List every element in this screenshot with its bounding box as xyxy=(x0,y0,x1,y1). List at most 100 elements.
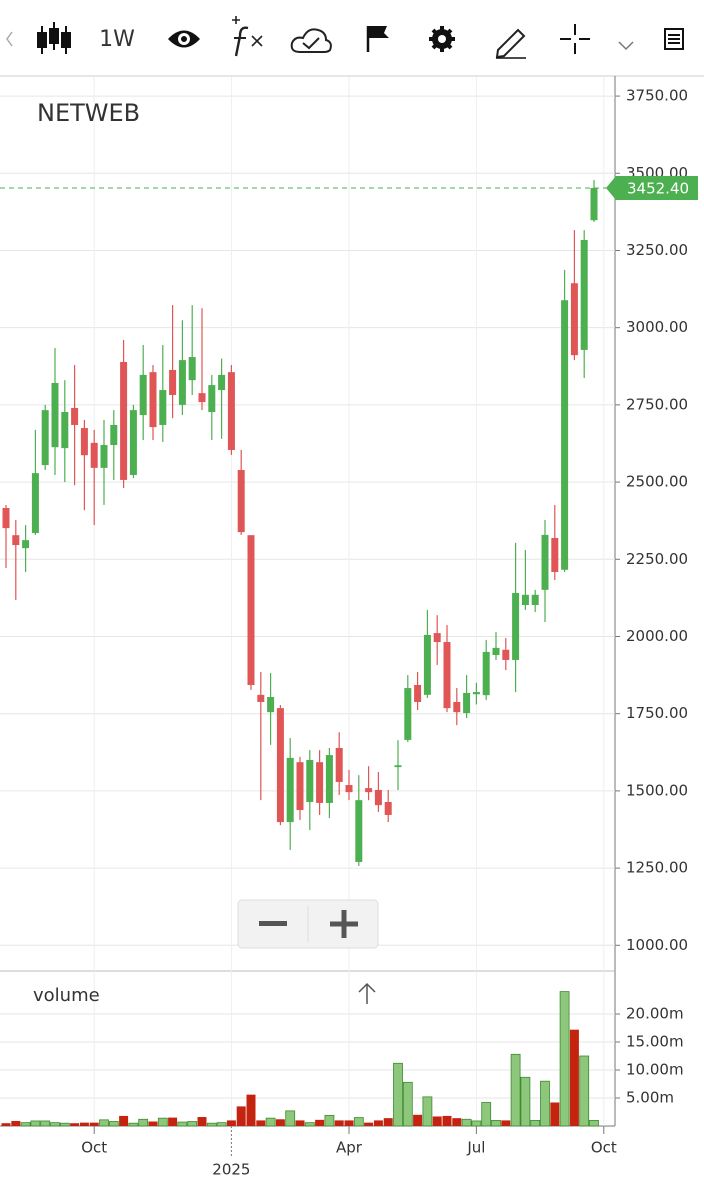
candle-body xyxy=(423,634,431,695)
candle-body xyxy=(384,802,392,815)
last-price-tag xyxy=(606,175,698,200)
candle-body xyxy=(316,762,324,803)
volume-bar xyxy=(540,1080,550,1127)
volume-bar xyxy=(491,1120,501,1127)
volume-bar xyxy=(422,1096,433,1127)
y-tick-label: 2500.00 xyxy=(626,473,688,491)
candle-body xyxy=(218,374,226,391)
zoom-in-button[interactable] xyxy=(330,910,358,938)
candle-body xyxy=(492,647,500,656)
interval-button[interactable]: 1W xyxy=(99,27,135,52)
volume-bar xyxy=(461,1118,472,1127)
x-tick-label: Oct xyxy=(81,1139,107,1157)
volume-bar xyxy=(334,1120,344,1126)
candle-body xyxy=(374,789,382,806)
candle-body xyxy=(306,760,314,803)
candle-body xyxy=(414,684,422,702)
indicator-button[interactable] xyxy=(232,16,263,57)
candle-body xyxy=(365,788,373,793)
volume-bar xyxy=(442,1115,452,1126)
candle-body xyxy=(41,410,49,466)
menu-button[interactable] xyxy=(664,28,684,50)
candle-body xyxy=(453,701,461,713)
candle-body xyxy=(120,361,128,480)
y-tick-label: 1000.00 xyxy=(626,936,688,954)
y-tick-label: 2000.00 xyxy=(626,627,688,645)
volume-bar xyxy=(99,1119,109,1127)
candle-body xyxy=(208,385,216,412)
volume-bar xyxy=(432,1116,442,1126)
draw-button[interactable] xyxy=(495,28,526,59)
y-tick-label: 5.00m xyxy=(626,1089,674,1107)
volume-bar xyxy=(344,1120,354,1126)
expand-volume-button[interactable] xyxy=(358,982,376,1004)
volume-bar xyxy=(79,1122,89,1126)
candle-body xyxy=(110,424,118,446)
volume-bar xyxy=(402,1081,413,1127)
volume-bar xyxy=(353,1117,364,1127)
volume-bar xyxy=(559,991,570,1127)
candle-body xyxy=(433,633,441,643)
volume-bar xyxy=(11,1120,21,1126)
volume-bar xyxy=(589,1120,599,1127)
x-tick-label: Oct xyxy=(591,1139,617,1157)
x-tick-label: 2025 xyxy=(212,1161,250,1179)
toolbar: 1W xyxy=(6,16,684,59)
volume-bar xyxy=(510,1053,521,1127)
candle-body xyxy=(335,747,343,782)
more-button[interactable] xyxy=(618,41,634,51)
volume-bar xyxy=(30,1120,41,1127)
candle-body xyxy=(169,369,177,395)
candle-body xyxy=(100,445,108,468)
volume-bar xyxy=(40,1120,51,1127)
volume-label: volume xyxy=(33,985,100,1006)
volume-bar xyxy=(168,1117,178,1126)
volume-bar xyxy=(579,1055,590,1127)
volume-bar xyxy=(89,1122,99,1126)
scroll-left[interactable] xyxy=(6,31,13,47)
volume-bar xyxy=(452,1118,462,1126)
y-tick-label: 2750.00 xyxy=(626,395,688,413)
candle-body xyxy=(345,785,353,793)
flag-button[interactable] xyxy=(366,26,389,52)
volume-bar xyxy=(481,1102,492,1127)
candle-body xyxy=(404,688,412,740)
volume-bar xyxy=(315,1119,325,1126)
volume-bar xyxy=(256,1120,266,1126)
volume-bar xyxy=(275,1119,285,1126)
candle-body xyxy=(570,283,578,356)
settings-button[interactable] xyxy=(429,26,455,52)
candle-body xyxy=(227,372,235,450)
candle-body xyxy=(502,649,510,660)
marks xyxy=(0,180,615,1127)
chart-type-button[interactable] xyxy=(37,22,71,54)
y-tick-label: 1500.00 xyxy=(626,781,688,799)
volume-bar xyxy=(187,1121,198,1127)
crosshair-button[interactable] xyxy=(560,24,590,54)
volume-bar xyxy=(373,1120,383,1126)
volume-bar xyxy=(20,1122,31,1127)
view-button[interactable] xyxy=(168,30,200,48)
volume-bar xyxy=(530,1120,541,1127)
y-tick-label: 3000.00 xyxy=(626,318,688,336)
candle-body xyxy=(247,535,255,685)
candle-body xyxy=(286,757,294,823)
y-tick-label: 10.00m xyxy=(626,1061,684,1079)
candle-body xyxy=(521,594,529,605)
volume-bar xyxy=(550,1102,560,1126)
candle-body xyxy=(472,692,480,695)
candle-body xyxy=(237,470,245,533)
candle-body xyxy=(129,410,137,475)
volume-bar xyxy=(236,1106,246,1126)
candle-body xyxy=(149,372,157,428)
volume-bar xyxy=(471,1120,482,1127)
volume-bar xyxy=(119,1115,129,1126)
zoom-out-button[interactable] xyxy=(259,921,287,926)
candle-body xyxy=(2,508,10,529)
volume-bar xyxy=(246,1094,256,1126)
cloud-button[interactable] xyxy=(290,28,332,53)
candle-body xyxy=(188,357,196,381)
volume-bar xyxy=(393,1062,403,1127)
chart-title: NETWEB xyxy=(37,99,140,127)
